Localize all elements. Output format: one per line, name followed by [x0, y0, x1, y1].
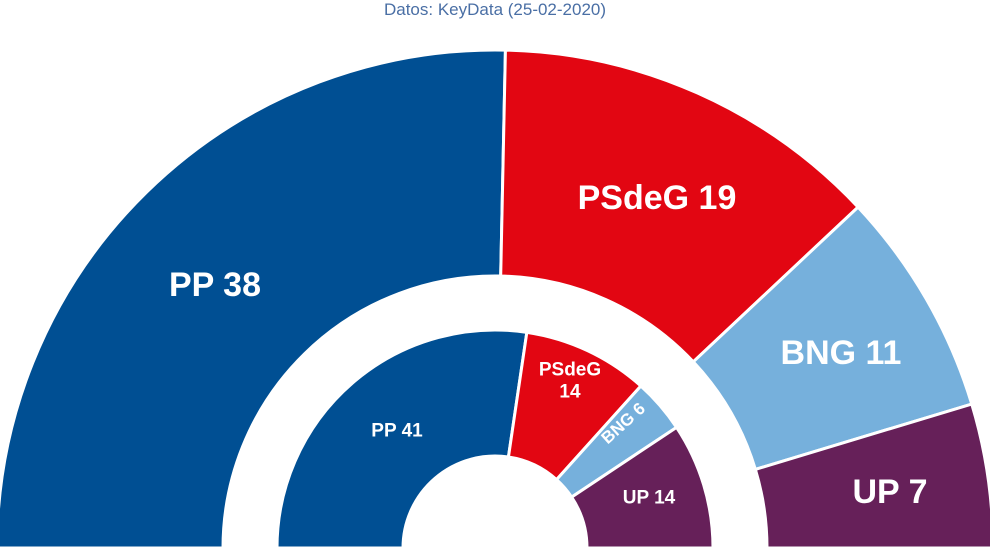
outer-ring: PP 38 PSdeG 19 BNG 11 UP 7 — [0, 48, 990, 550]
outer-label-bng: BNG 11 — [781, 334, 902, 372]
outer-label-psdeg: PSdeG 19 — [578, 179, 737, 217]
inner-label-up: UP 14 — [623, 488, 676, 509]
inner-label-pp: PP 41 — [371, 421, 423, 442]
outer-segment-up — [753, 402, 990, 550]
inner-segment-up — [569, 425, 715, 550]
outer-segment-psdeg — [499, 48, 861, 364]
inner-segment-pp — [275, 328, 529, 550]
inner-label-psdeg: PSdeG 14 — [539, 360, 601, 403]
outer-segment-pp — [0, 48, 507, 550]
outer-label-pp: PP 38 — [169, 266, 261, 304]
outer-label-up: UP 7 — [853, 473, 928, 511]
chart-subtitle: Datos: KeyData (25-02-2020) — [383, 0, 607, 19]
